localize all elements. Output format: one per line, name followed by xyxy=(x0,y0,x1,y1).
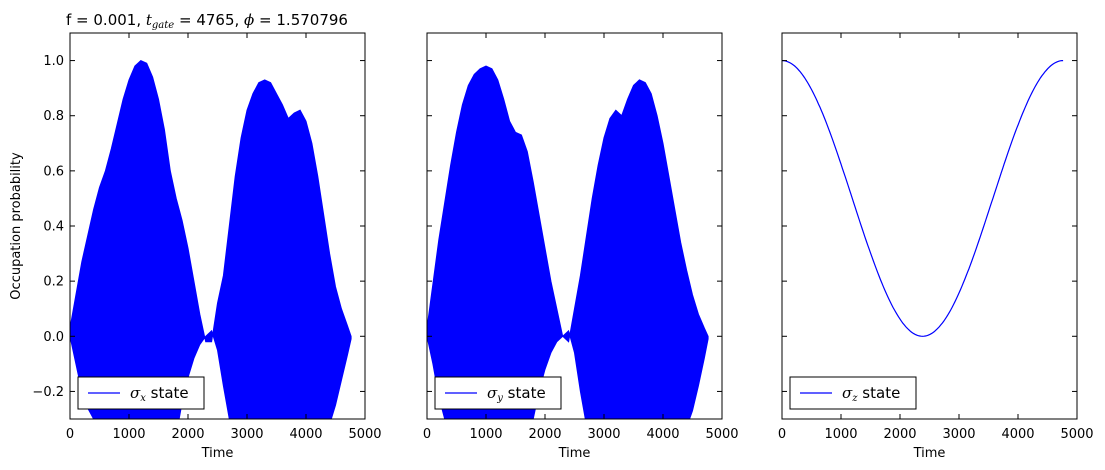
x-tick-label: 1000 xyxy=(112,427,145,442)
legend-sigma: σ xyxy=(842,384,853,402)
title-tgate-value: = 4765, xyxy=(174,11,244,29)
legend-state: state xyxy=(146,384,189,402)
y-tick-label: 1.0 xyxy=(43,54,64,69)
plot-area xyxy=(70,60,352,419)
panel-sigma-z: 0 1000 2000 3000 4000 5000 Time σz state xyxy=(778,32,1094,461)
x-tick-label: 5000 xyxy=(705,427,738,442)
x-tick-label: 0 xyxy=(66,427,74,442)
x-tick-label: 1000 xyxy=(469,427,502,442)
x-tick-label: 3000 xyxy=(587,427,620,442)
x-tick-label: 0 xyxy=(423,427,431,442)
title-phi-symbol: ϕ xyxy=(244,11,254,29)
plot-area xyxy=(782,60,1064,337)
title-prefix: f = 0.001, xyxy=(66,11,146,29)
x-tick-label: 5000 xyxy=(1060,427,1093,442)
y-tick-label: 0.8 xyxy=(43,109,64,124)
legend-subscript: x xyxy=(140,393,146,404)
y-axis-label: Occupation probability xyxy=(9,152,24,300)
legend-subscript: y xyxy=(496,393,503,404)
figure-title: f = 0.001, tgate = 4765, ϕ = 1.570796 xyxy=(66,11,348,31)
y-tick-label: 0.0 xyxy=(43,330,64,345)
x-tick-label: 0 xyxy=(778,427,786,442)
title-phi-value: = 1.570796 xyxy=(254,11,348,29)
legend-subscript: z xyxy=(851,393,858,404)
legend-state: state xyxy=(858,384,901,402)
legend-state: state xyxy=(503,384,546,402)
legend: σx state xyxy=(77,376,205,410)
x-tick-label: 4000 xyxy=(646,427,679,442)
x-tick-label: 2000 xyxy=(171,427,204,442)
x-axis-label: Time xyxy=(913,446,946,461)
legend-sigma: σ xyxy=(130,384,141,402)
x-axis-label: Time xyxy=(201,446,234,461)
x-axis-label: Time xyxy=(558,446,591,461)
title-tgate-subscript: gate xyxy=(152,20,174,31)
x-tick-label: 5000 xyxy=(348,427,381,442)
title-tgate-symbol: t xyxy=(146,11,153,29)
y-tick-label: 0.4 xyxy=(43,220,64,235)
legend-label: σx state xyxy=(130,384,189,404)
x-tick-label: 3000 xyxy=(230,427,263,442)
oscillation-band xyxy=(70,60,352,419)
legend: σy state xyxy=(434,376,562,410)
x-tick-label: 4000 xyxy=(289,427,322,442)
legend-label: σz state xyxy=(842,384,900,404)
x-tick-label: 2000 xyxy=(883,427,916,442)
legend-sigma: σ xyxy=(487,384,498,402)
x-tick-label: 4000 xyxy=(1001,427,1034,442)
x-tick-label: 2000 xyxy=(528,427,561,442)
y-tick-label: 0.6 xyxy=(43,164,64,179)
legend: σz state xyxy=(789,376,917,410)
panel-sigma-y: 0 1000 2000 3000 4000 5000 Time σy state xyxy=(423,32,739,461)
legend-label: σy state xyxy=(487,384,546,404)
y-tick-label: 0.2 xyxy=(43,275,64,290)
y-tick-label: −0.2 xyxy=(32,385,64,400)
x-tick-label: 3000 xyxy=(942,427,975,442)
panel-sigma-x: 0 1000 2000 3000 4000 5000 −0.2 0.0 0.2 0.4 0.6 0.8… xyxy=(9,32,382,461)
series-line xyxy=(782,60,1064,337)
x-tick-label: 1000 xyxy=(824,427,857,442)
